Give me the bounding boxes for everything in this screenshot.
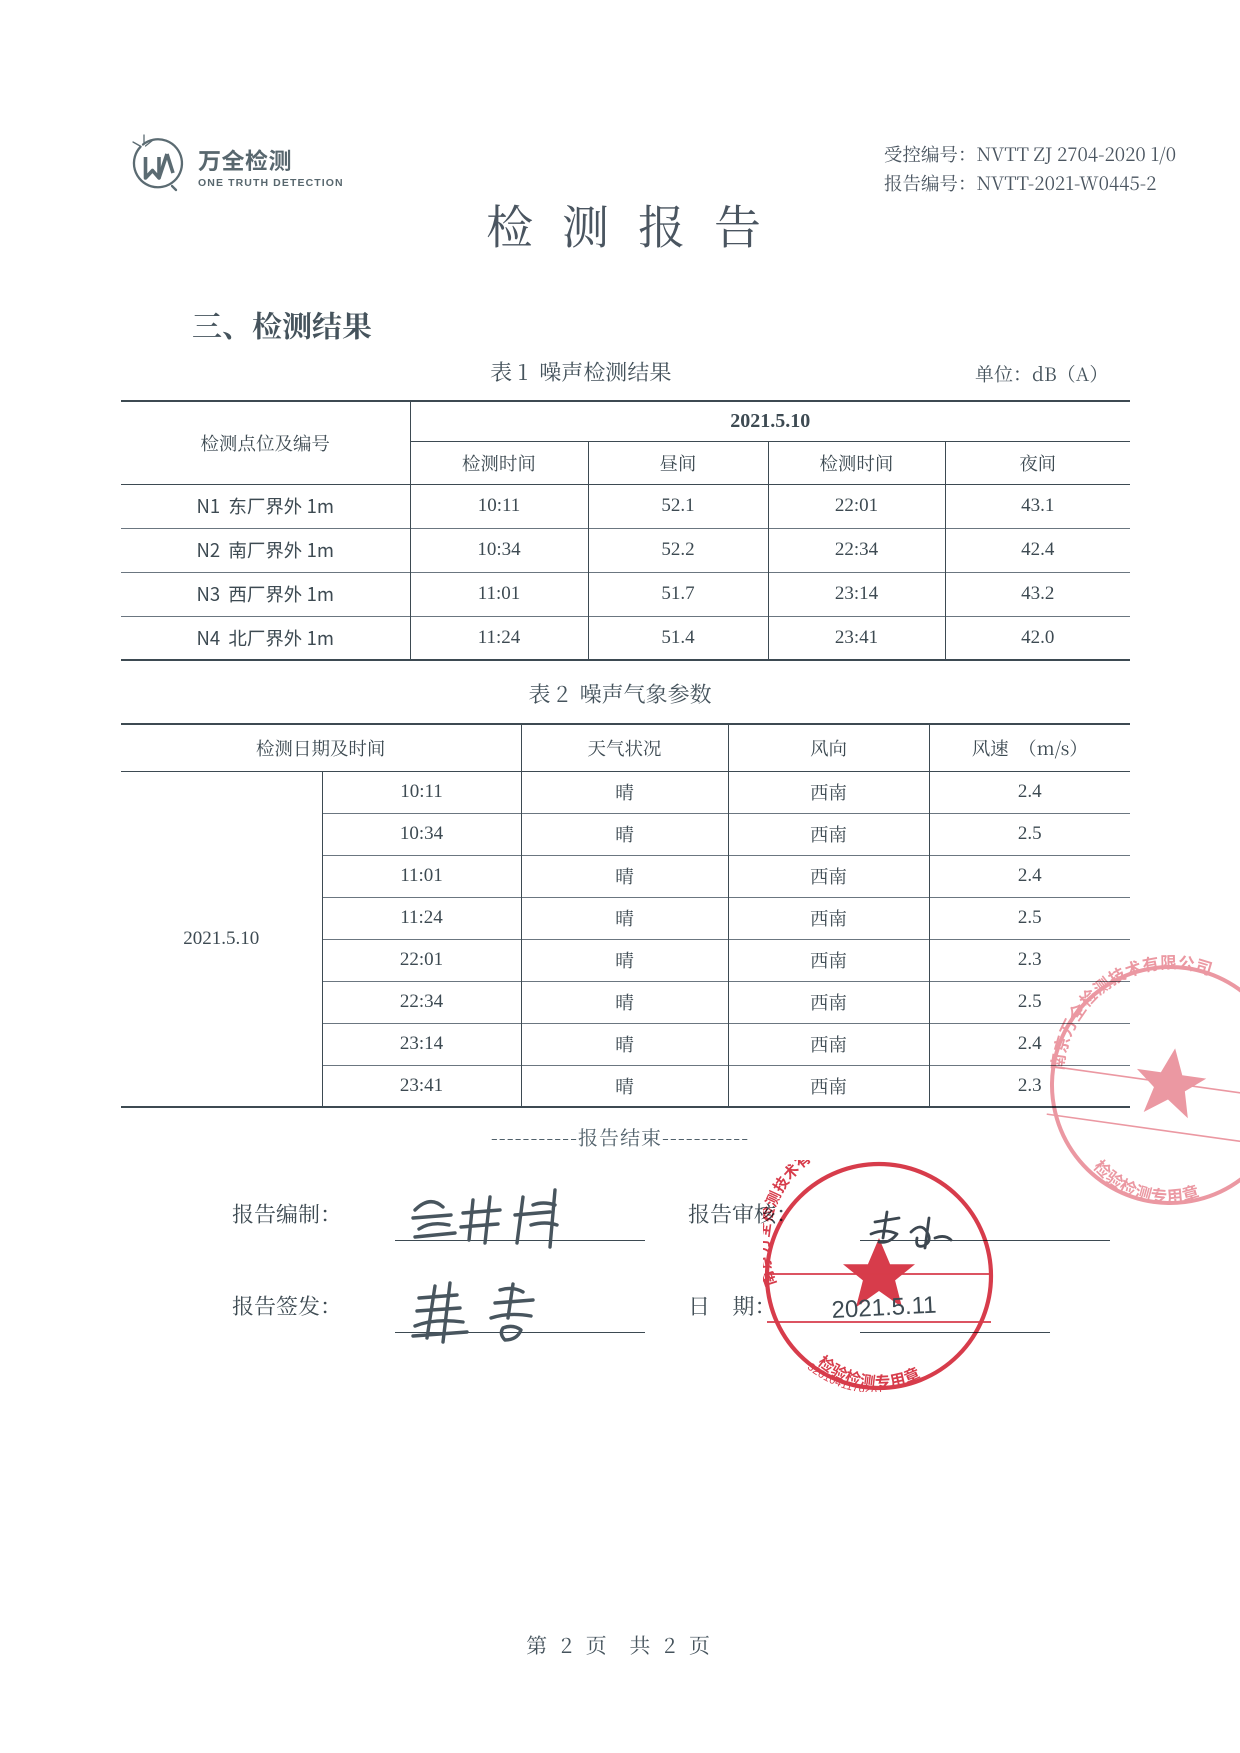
svg-text:2021.5.11: 2021.5.11: [832, 1292, 937, 1324]
svg-text:检验检测专用章: 检验检测专用章: [1085, 1152, 1206, 1213]
svg-text:南京万全检测技术有限公司: 南京万全检测技术有限公司: [763, 1160, 856, 1289]
